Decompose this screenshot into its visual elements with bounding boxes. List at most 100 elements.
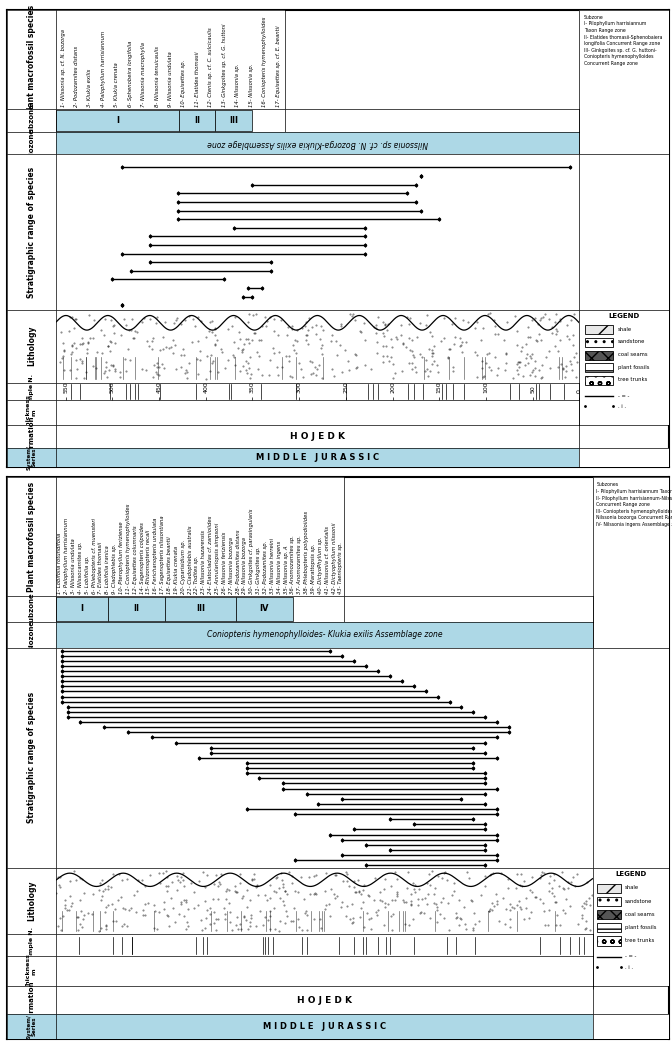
Bar [585, 350, 614, 360]
Bar [216, 110, 252, 131]
Text: 36- Anomozamites sp.: 36- Anomozamites sp. [290, 535, 296, 594]
Bar [235, 597, 293, 621]
Bar [585, 376, 614, 385]
Text: 11- Coniopteris hymenophylloides: 11- Coniopteris hymenophylloides [126, 504, 131, 594]
Text: 32- Podozamites sp.: 32- Podozamites sp. [263, 540, 268, 594]
Text: Stratigraphic range of species: Stratigraphic range of species [27, 692, 36, 823]
Text: 1- Nilssonia sp. cf. N. bozorga: 1- Nilssonia sp. cf. N. bozorga [60, 29, 66, 107]
Text: - = -: - = - [618, 393, 629, 399]
Text: tree trunks: tree trunks [618, 378, 647, 383]
Text: 29- Nilssonia bozorga: 29- Nilssonia bozorga [243, 536, 247, 594]
Bar [597, 884, 622, 894]
Text: 31- Ginkgoites sp.: 31- Ginkgoites sp. [256, 545, 261, 594]
Text: coal seams: coal seams [625, 912, 655, 917]
Text: B: B [10, 14, 22, 28]
Bar [597, 909, 622, 919]
Text: 27- Nilssonia bozorga: 27- Nilssonia bozorga [228, 536, 234, 594]
Text: 21- Cladophlebis australis: 21- Cladophlebis australis [187, 526, 193, 594]
Text: 20- Cyparisidium sp.: 20- Cyparisidium sp. [181, 539, 185, 594]
Text: I: I [81, 604, 83, 614]
Text: sandstone: sandstone [618, 340, 645, 344]
Text: plant fossils: plant fossils [625, 924, 657, 929]
Bar [597, 897, 622, 906]
Text: shale: shale [625, 885, 639, 891]
Text: 12- Equisettes columnaris: 12- Equisettes columnaris [132, 524, 138, 594]
Text: 28- Podozamites distans: 28- Podozamites distans [236, 529, 241, 594]
Text: 3- Klukia exilis: 3- Klukia exilis [87, 69, 93, 107]
Text: System/
Series: System/ Series [26, 445, 37, 470]
Text: 30- Ginkgoites cf. parasingularis: 30- Ginkgoites cf. parasingularis [249, 508, 254, 594]
Text: Sample N.: Sample N. [29, 927, 34, 963]
Bar [179, 110, 216, 131]
Bar [56, 110, 179, 131]
Text: 24- Elatocladas cf. zamioiides: 24- Elatocladas cf. zamioiides [208, 515, 213, 594]
Text: 18- Equisettes beantii: 18- Equisettes beantii [167, 536, 172, 594]
Text: 33- Nilssonia herreini: 33- Nilssonia herreini [270, 537, 275, 594]
Text: 4- Palophyllum harrisiannum: 4- Palophyllum harrisiannum [101, 31, 106, 107]
Text: . i .: . i . [625, 965, 633, 970]
Text: LEGEND: LEGEND [608, 314, 640, 319]
Text: 39- Marattopsis sp.: 39- Marattopsis sp. [311, 543, 316, 594]
Bar [585, 338, 614, 347]
Text: Biozone: Biozone [28, 128, 34, 158]
Text: plant fossils: plant fossils [618, 365, 649, 370]
Text: 6- Sphenobeira longifolia: 6- Sphenobeira longifolia [128, 41, 133, 107]
Text: Thickness
m: Thickness m [26, 395, 37, 430]
Text: 38- Phlebopteris polypodioiides: 38- Phlebopteris polypodioiides [304, 511, 309, 594]
Text: 25- Annulariopsis simpsoni: 25- Annulariopsis simpsoni [215, 522, 220, 594]
Text: H O J E D K: H O J E D K [297, 996, 352, 1005]
Text: 3- Nilssonia undulata: 3- Nilssonia undulata [71, 538, 76, 594]
Bar [585, 363, 614, 372]
Bar [56, 597, 108, 621]
Text: 2- Podozamites distans: 2- Podozamites distans [74, 46, 79, 107]
Text: 10- Equisettes sp.: 10- Equisettes sp. [181, 60, 186, 107]
Text: 19- Klukia crenata: 19- Klukia crenata [174, 545, 179, 594]
Bar [108, 597, 165, 621]
Text: Stratigraphic range of species: Stratigraphic range of species [27, 167, 36, 298]
Bar [597, 923, 622, 933]
Text: II: II [133, 604, 139, 614]
Text: 16- Ferichanopteris undulata: 16- Ferichanopteris undulata [153, 517, 159, 594]
Text: 4- Nilssocamites sp.: 4- Nilssocamites sp. [78, 541, 83, 594]
Text: H O J E D K: H O J E D K [290, 432, 345, 441]
Text: - = -: - = - [625, 955, 636, 959]
Text: 17- Sagenopteris nilssontiana: 17- Sagenopteris nilssontiana [160, 515, 165, 594]
Text: 34- Nilssonia ingens: 34- Nilssonia ingens [277, 540, 282, 594]
Text: 1- Lobifolia rotundifolia: 1- Lobifolia rotundifolia [57, 532, 62, 594]
Text: 41- Nilssonia cf. orientalis: 41- Nilssonia cf. orientalis [325, 526, 330, 594]
Text: 22- Todites sp.: 22- Todites sp. [194, 555, 200, 594]
Text: 16- Coniopteris hymenophylloides: 16- Coniopteris hymenophylloides [262, 17, 267, 107]
Text: 5- Klukia crenata: 5- Klukia crenata [114, 63, 120, 107]
Text: . i .: . i . [618, 404, 626, 409]
Text: sandstone: sandstone [625, 899, 653, 903]
Text: Subzones
I- Pilophyllum harrisiannum Taxon Range zone
II- Pilophyllum harrisiann: Subzones I- Pilophyllum harrisiannum Tax… [596, 483, 672, 527]
Text: Lithology: Lithology [27, 881, 36, 921]
Text: 9- Cladophlebis sp.: 9- Cladophlebis sp. [112, 543, 117, 594]
Text: 7- Elatides thomasii: 7- Elatides thomasii [98, 541, 103, 594]
Text: Thickness
m: Thickness m [26, 954, 37, 989]
Text: 10- Pterophyllum feriziense: 10- Pterophyllum feriziense [119, 521, 124, 594]
Text: 6- Phlebopteris cf. muensteri: 6- Phlebopteris cf. muensteri [91, 517, 97, 594]
Text: Plant macrofossil species: Plant macrofossil species [27, 5, 36, 115]
Text: 14- Nilssonia sp.: 14- Nilssonia sp. [235, 64, 240, 107]
Text: A: A [10, 481, 22, 496]
Text: Lithology: Lithology [27, 326, 36, 366]
Text: 8- Nilssonia tenuicaulis: 8- Nilssonia tenuicaulis [155, 46, 160, 107]
Text: Formation: Formation [28, 980, 34, 1021]
Text: 7- Nilssonia macrophylla: 7- Nilssonia macrophylla [141, 42, 146, 107]
Bar [597, 936, 622, 945]
Text: 15- Rhizomopteris recali: 15- Rhizomopteris recali [146, 530, 151, 594]
Text: Subzone: Subzone [28, 592, 34, 626]
Text: Subzone
I- Pilophyllum harrisiannum
Taxon Range zone
II- Elatides thomasii-Sphen: Subzone I- Pilophyllum harrisiannum Taxo… [584, 15, 662, 66]
Text: 13- Ginkgoites sp. cf. G. huttoni: 13- Ginkgoites sp. cf. G. huttoni [222, 24, 226, 107]
Text: LEGEND: LEGEND [615, 872, 646, 877]
Text: 9- Nilssonia undulata: 9- Nilssonia undulata [168, 51, 173, 107]
Text: 5- Lobifolia sp.: 5- Lobifolia sp. [85, 555, 90, 594]
Text: M I D D L E   J U R A S S I C: M I D D L E J U R A S S I C [256, 453, 380, 462]
Text: III: III [196, 604, 205, 614]
Text: 37- Anomozamites sp.: 37- Anomozamites sp. [297, 535, 302, 594]
Bar [585, 325, 614, 335]
Text: 15- Nilssonia sp.: 15- Nilssonia sp. [249, 64, 253, 107]
Text: 12- Ctenis sp. cf. C. sulcicaulis: 12- Ctenis sp. cf. C. sulcicaulis [208, 27, 213, 107]
Text: 40- DictyoPhyllum sp.: 40- DictyoPhyllum sp. [318, 536, 323, 594]
